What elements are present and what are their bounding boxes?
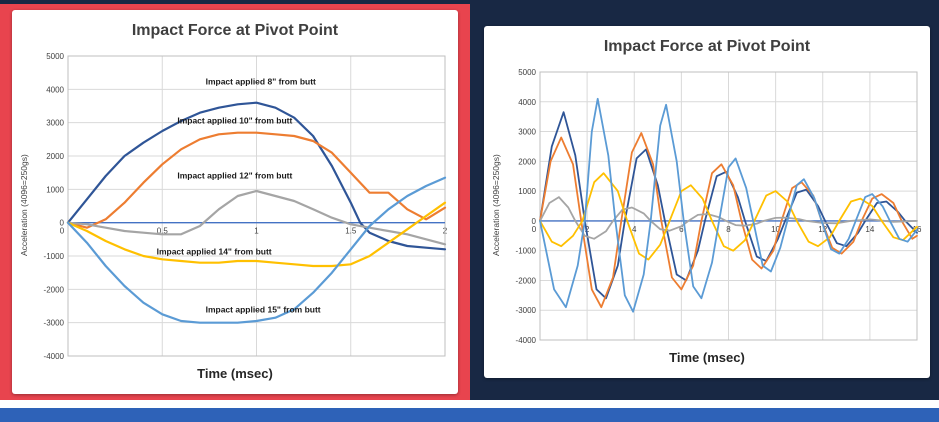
svg-text:4000: 4000: [46, 85, 64, 94]
svg-text:Impact applied 10" from butt: Impact applied 10" from butt: [177, 115, 292, 125]
left-chart-title: Impact Force at Pivot Point: [131, 22, 339, 39]
left-x-axis-label: Time (msec): [197, 366, 273, 381]
right-chart-body: Acceleration (4096=250gs) -4000 -3000 -200…: [488, 64, 926, 346]
svg-text:4000: 4000: [518, 98, 536, 107]
svg-text:1000: 1000: [46, 185, 64, 194]
svg-text:-3000: -3000: [44, 319, 65, 328]
svg-text:-1000: -1000: [44, 252, 65, 261]
left-chart-plot: -4000 -3000 -2000 -1000 0 1000 2000 3000 4000 500…: [44, 52, 448, 361]
svg-text:1.5: 1.5: [345, 227, 357, 236]
slide-main: Impact Force at Pivot Point Acceleration…: [0, 4, 939, 400]
svg-text:Impact applied 15" from butt: Impact applied 15" from butt: [206, 305, 321, 315]
right-y-axis-label: Acceleration (4096=250gs): [491, 154, 501, 256]
left-chart-card: Impact Force at Pivot Point Acceleration…: [12, 10, 458, 394]
svg-text:-2000: -2000: [516, 276, 537, 285]
right-chart-plot: -4000 -3000 -2000 -1000 0 1000 2000 3000 4000 500…: [516, 68, 922, 345]
svg-text:2000: 2000: [518, 157, 536, 166]
svg-text:0: 0: [60, 219, 65, 228]
svg-text:4: 4: [632, 225, 637, 234]
svg-text:5000: 5000: [518, 68, 536, 77]
svg-text:-4000: -4000: [516, 336, 537, 345]
svg-text:1: 1: [254, 227, 259, 236]
svg-text:5000: 5000: [46, 52, 64, 61]
footer-blue-bar: [0, 408, 939, 422]
top-strip: [0, 0, 939, 4]
svg-text:12: 12: [818, 225, 827, 234]
footer-white-bar: [0, 400, 939, 408]
svg-text:-1000: -1000: [516, 247, 537, 256]
svg-text:-2000: -2000: [44, 285, 65, 294]
svg-text:0: 0: [532, 217, 537, 226]
svg-text:6: 6: [679, 225, 684, 234]
left-panel: Impact Force at Pivot Point Acceleration…: [0, 4, 470, 400]
left-y-axis-label: Acceleration (4096=250gs): [19, 154, 29, 256]
svg-text:8: 8: [726, 225, 731, 234]
right-chart-title: Impact Force at Pivot Point: [603, 38, 811, 55]
svg-text:-4000: -4000: [44, 352, 65, 361]
right-x-axis-label: Time (msec): [669, 350, 745, 365]
svg-text:Impact applied 14" from butt: Impact applied 14" from butt: [157, 246, 272, 256]
svg-text:10: 10: [771, 225, 780, 234]
left-chart-body: Acceleration (4096=250gs) -4000 -3000 -200…: [16, 48, 454, 362]
svg-text:1000: 1000: [518, 187, 536, 196]
svg-text:14: 14: [865, 225, 874, 234]
svg-text:0: 0: [60, 227, 65, 236]
svg-text:2000: 2000: [46, 152, 64, 161]
svg-text:Impact applied 12" from butt: Impact applied 12" from butt: [177, 171, 292, 181]
svg-text:2: 2: [585, 225, 590, 234]
svg-text:0: 0: [532, 225, 537, 234]
right-chart-card: Impact Force at Pivot Point Acceleration…: [484, 26, 930, 378]
svg-text:Impact applied 8" from butt: Impact applied 8" from butt: [206, 76, 316, 86]
svg-text:3000: 3000: [46, 119, 64, 128]
svg-text:3000: 3000: [518, 128, 536, 137]
svg-text:-3000: -3000: [516, 306, 537, 315]
svg-text:0.5: 0.5: [157, 227, 169, 236]
right-panel: Impact Force at Pivot Point Acceleration…: [470, 4, 939, 400]
